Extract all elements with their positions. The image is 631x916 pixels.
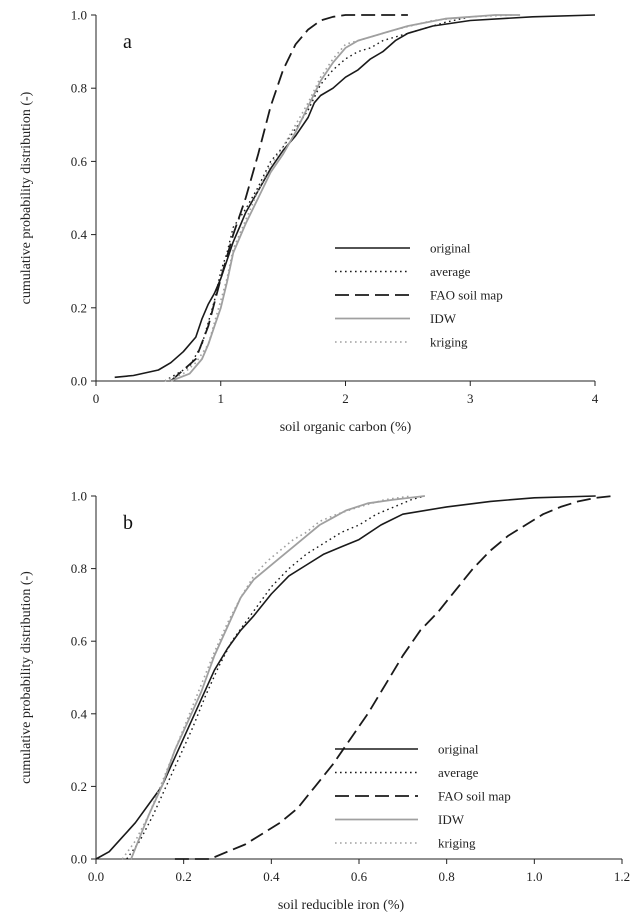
- x-tick-label: 0: [93, 391, 100, 406]
- series-line-original: [114, 14, 596, 379]
- y-tick-label: 1.0: [71, 8, 87, 23]
- y-tick-label: 0.0: [71, 852, 87, 867]
- chart-panel-a: 0 1 2 3 4 0.0 0.2 0.4 0.6 0.8 1.0 soil organic carb…: [19, 8, 599, 436]
- x-tick-label: 4: [592, 391, 599, 406]
- x-axis-label: soil reducible iron (%): [278, 898, 405, 913]
- x-tick-label: 0.8: [439, 869, 455, 884]
- x-tick-label: 1.0: [526, 869, 542, 884]
- series-line-average: [164, 16, 471, 382]
- x-tick-label: 2: [342, 391, 349, 406]
- legend-entry: average: [430, 264, 471, 279]
- y-axis-label: cumulative probability distribution (-): [19, 571, 34, 784]
- y-tick-label: 0.4: [71, 706, 88, 721]
- x-tick-label: 0.2: [176, 869, 192, 884]
- series-line-idw: [130, 495, 425, 860]
- x-tick-label: 0.0: [88, 869, 104, 884]
- y-axis-label: cumulative probability distribution (-): [19, 91, 34, 304]
- x-tick-label: 1.2: [614, 869, 630, 884]
- series-line-average: [126, 495, 425, 860]
- y-tick-label: 0.8: [71, 561, 87, 576]
- y-tick-label: 0.2: [71, 300, 87, 315]
- legend: original average FAO soil map IDW kriging: [335, 742, 511, 851]
- legend-entry: original: [438, 742, 479, 757]
- series-line-kriging: [164, 14, 514, 382]
- legend-entry: IDW: [438, 812, 465, 827]
- y-tick-label: 0.4: [71, 227, 88, 242]
- series-line-idw: [170, 14, 521, 382]
- x-tick-label: 0.6: [351, 869, 368, 884]
- x-tick-label: 3: [467, 391, 474, 406]
- chart-panel-b: 0.0 0.2 0.4 0.6 0.8 1.0 1.2 0.0 0.2 0.4 0.6 0.8 1.0 s…: [19, 489, 630, 914]
- y-tick-label: 0.6: [71, 634, 88, 649]
- series-line-fao-soil-map: [170, 14, 408, 382]
- y-tick-label: 0.0: [71, 374, 87, 389]
- x-axis-label: soil organic carbon (%): [280, 420, 412, 435]
- series-line-original: [95, 495, 596, 860]
- panel-label: a: [123, 31, 132, 53]
- y-tick-label: 0.8: [71, 81, 87, 96]
- x-tick-label: 0.4: [263, 869, 280, 884]
- panel-label: b: [123, 512, 133, 534]
- legend-entry: kriging: [438, 836, 476, 851]
- legend-entry: IDW: [430, 311, 457, 326]
- legend-entry: average: [438, 765, 479, 780]
- legend-entry: original: [430, 241, 471, 256]
- legend-entry: FAO soil map: [430, 288, 503, 303]
- y-tick-label: 0.6: [71, 154, 88, 169]
- series-line-kriging: [121, 495, 412, 860]
- legend: original average FAO soil map IDW kriging: [335, 241, 503, 350]
- x-tick-label: 1: [218, 391, 225, 406]
- series-line-fao-soil-map: [174, 495, 614, 860]
- legend-entry: FAO soil map: [438, 789, 511, 804]
- y-tick-label: 1.0: [71, 489, 87, 504]
- y-tick-label: 0.2: [71, 779, 87, 794]
- legend-entry: kriging: [430, 335, 468, 350]
